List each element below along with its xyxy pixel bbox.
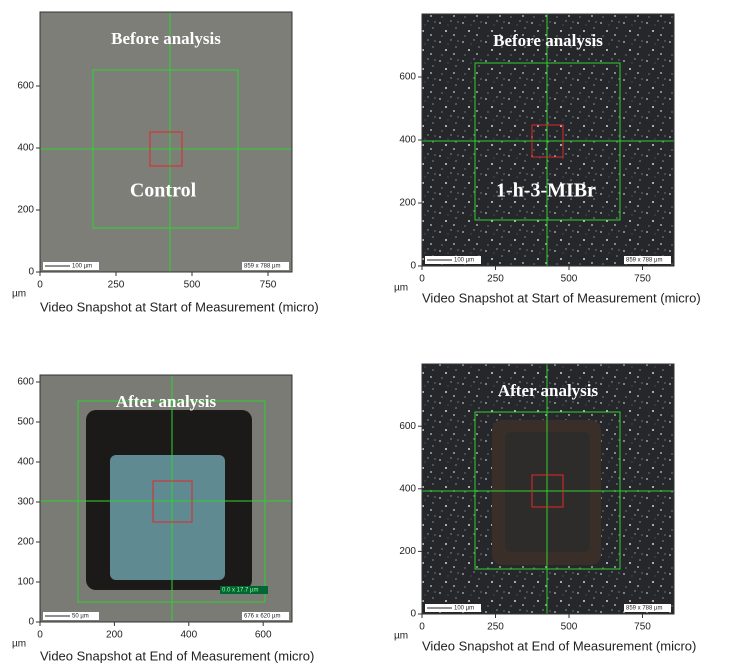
x-tick-label: 400 [180,630,197,641]
size-text: 859 x 788 µm [244,264,280,270]
sample-label: 1-h-3-MIBr [496,180,596,202]
size-text: 859 x 788 µm [626,606,662,612]
y-tick-label: 200 [17,537,34,548]
measure-text: 0.0 x 17.7 µm [222,588,258,594]
panel: After analysis 50 µm 676 x 620 µm 0.0 x 17.… [12,375,314,663]
y-tick-label: 300 [17,497,34,508]
scale-text: 100 µm [72,264,92,270]
y-tick-label: 400 [17,457,34,468]
indent-floor [110,455,225,580]
x-tick-label: 0 [37,280,43,291]
image [40,12,292,272]
scale-text: 100 µm [454,258,474,264]
y-tick-label: 600 [17,377,34,388]
x-tick-label: 0 [37,630,43,641]
x-tick-label: 500 [561,622,578,633]
y-tick-label: 500 [17,417,34,428]
size-text: 676 x 620 µm [244,614,280,620]
x-tick-label: 500 [561,274,578,285]
x-tick-label: 200 [106,630,123,641]
y-tick-label: 400 [399,483,416,494]
x-tick-label: 750 [634,622,651,633]
x-tick-label: 250 [487,622,504,633]
x-tick-label: 250 [487,274,504,285]
panel-title: Before analysis [493,31,603,50]
sample-label: Control [130,180,197,202]
x-tick-label: 0 [419,274,425,285]
x-tick-label: 750 [634,274,651,285]
caption: Video Snapshot at Start of Measurement (… [40,299,319,314]
caption: Video Snapshot at End of Measurement (mi… [40,648,314,663]
y-tick-label: 200 [399,546,416,557]
y-tick-label: 600 [399,421,416,432]
panel-title: Before analysis [111,29,221,48]
y-tick-label: 400 [399,135,416,146]
scale-text: 50 µm [72,614,89,620]
panel: Before analysis Control 100 µm 859 x 788 µm… [12,12,319,314]
y-tick-label: 200 [17,205,34,216]
size-text: 859 x 788 µm [626,258,662,264]
panel-title: After analysis [116,392,217,411]
caption: Video Snapshot at Start of Measurement (… [422,290,701,305]
panel-title: After analysis [498,381,599,400]
scale-text: 100 µm [454,606,474,612]
y-tick-label: 0 [410,609,416,620]
panel: After analysis 100 µm 859 x 788 µm 0 250 500 7… [394,364,696,653]
unit: µm [12,639,26,650]
unit: µm [12,289,26,300]
unit: µm [394,283,408,294]
y-tick-label: 400 [17,143,34,154]
y-tick-label: 600 [399,72,416,83]
panel: Before analysis 1-h-3-MIBr 100 µm 859 x 788… [394,14,701,305]
caption: Video Snapshot at End of Measurement (mi… [422,638,696,653]
image [422,14,674,266]
y-tick-label: 100 [17,577,34,588]
figure: Before analysis Control 100 µm 859 x 788 µm… [0,0,729,666]
y-tick-label: 200 [399,198,416,209]
y-tick-label: 600 [17,81,34,92]
x-tick-label: 600 [255,630,272,641]
y-tick-label: 0 [28,267,34,278]
y-tick-label: 0 [28,617,34,628]
x-tick-label: 250 [108,280,125,291]
x-tick-label: 500 [184,280,201,291]
unit: µm [394,631,408,642]
y-tick-label: 0 [410,261,416,272]
x-tick-label: 750 [260,280,277,291]
x-tick-label: 0 [419,622,425,633]
